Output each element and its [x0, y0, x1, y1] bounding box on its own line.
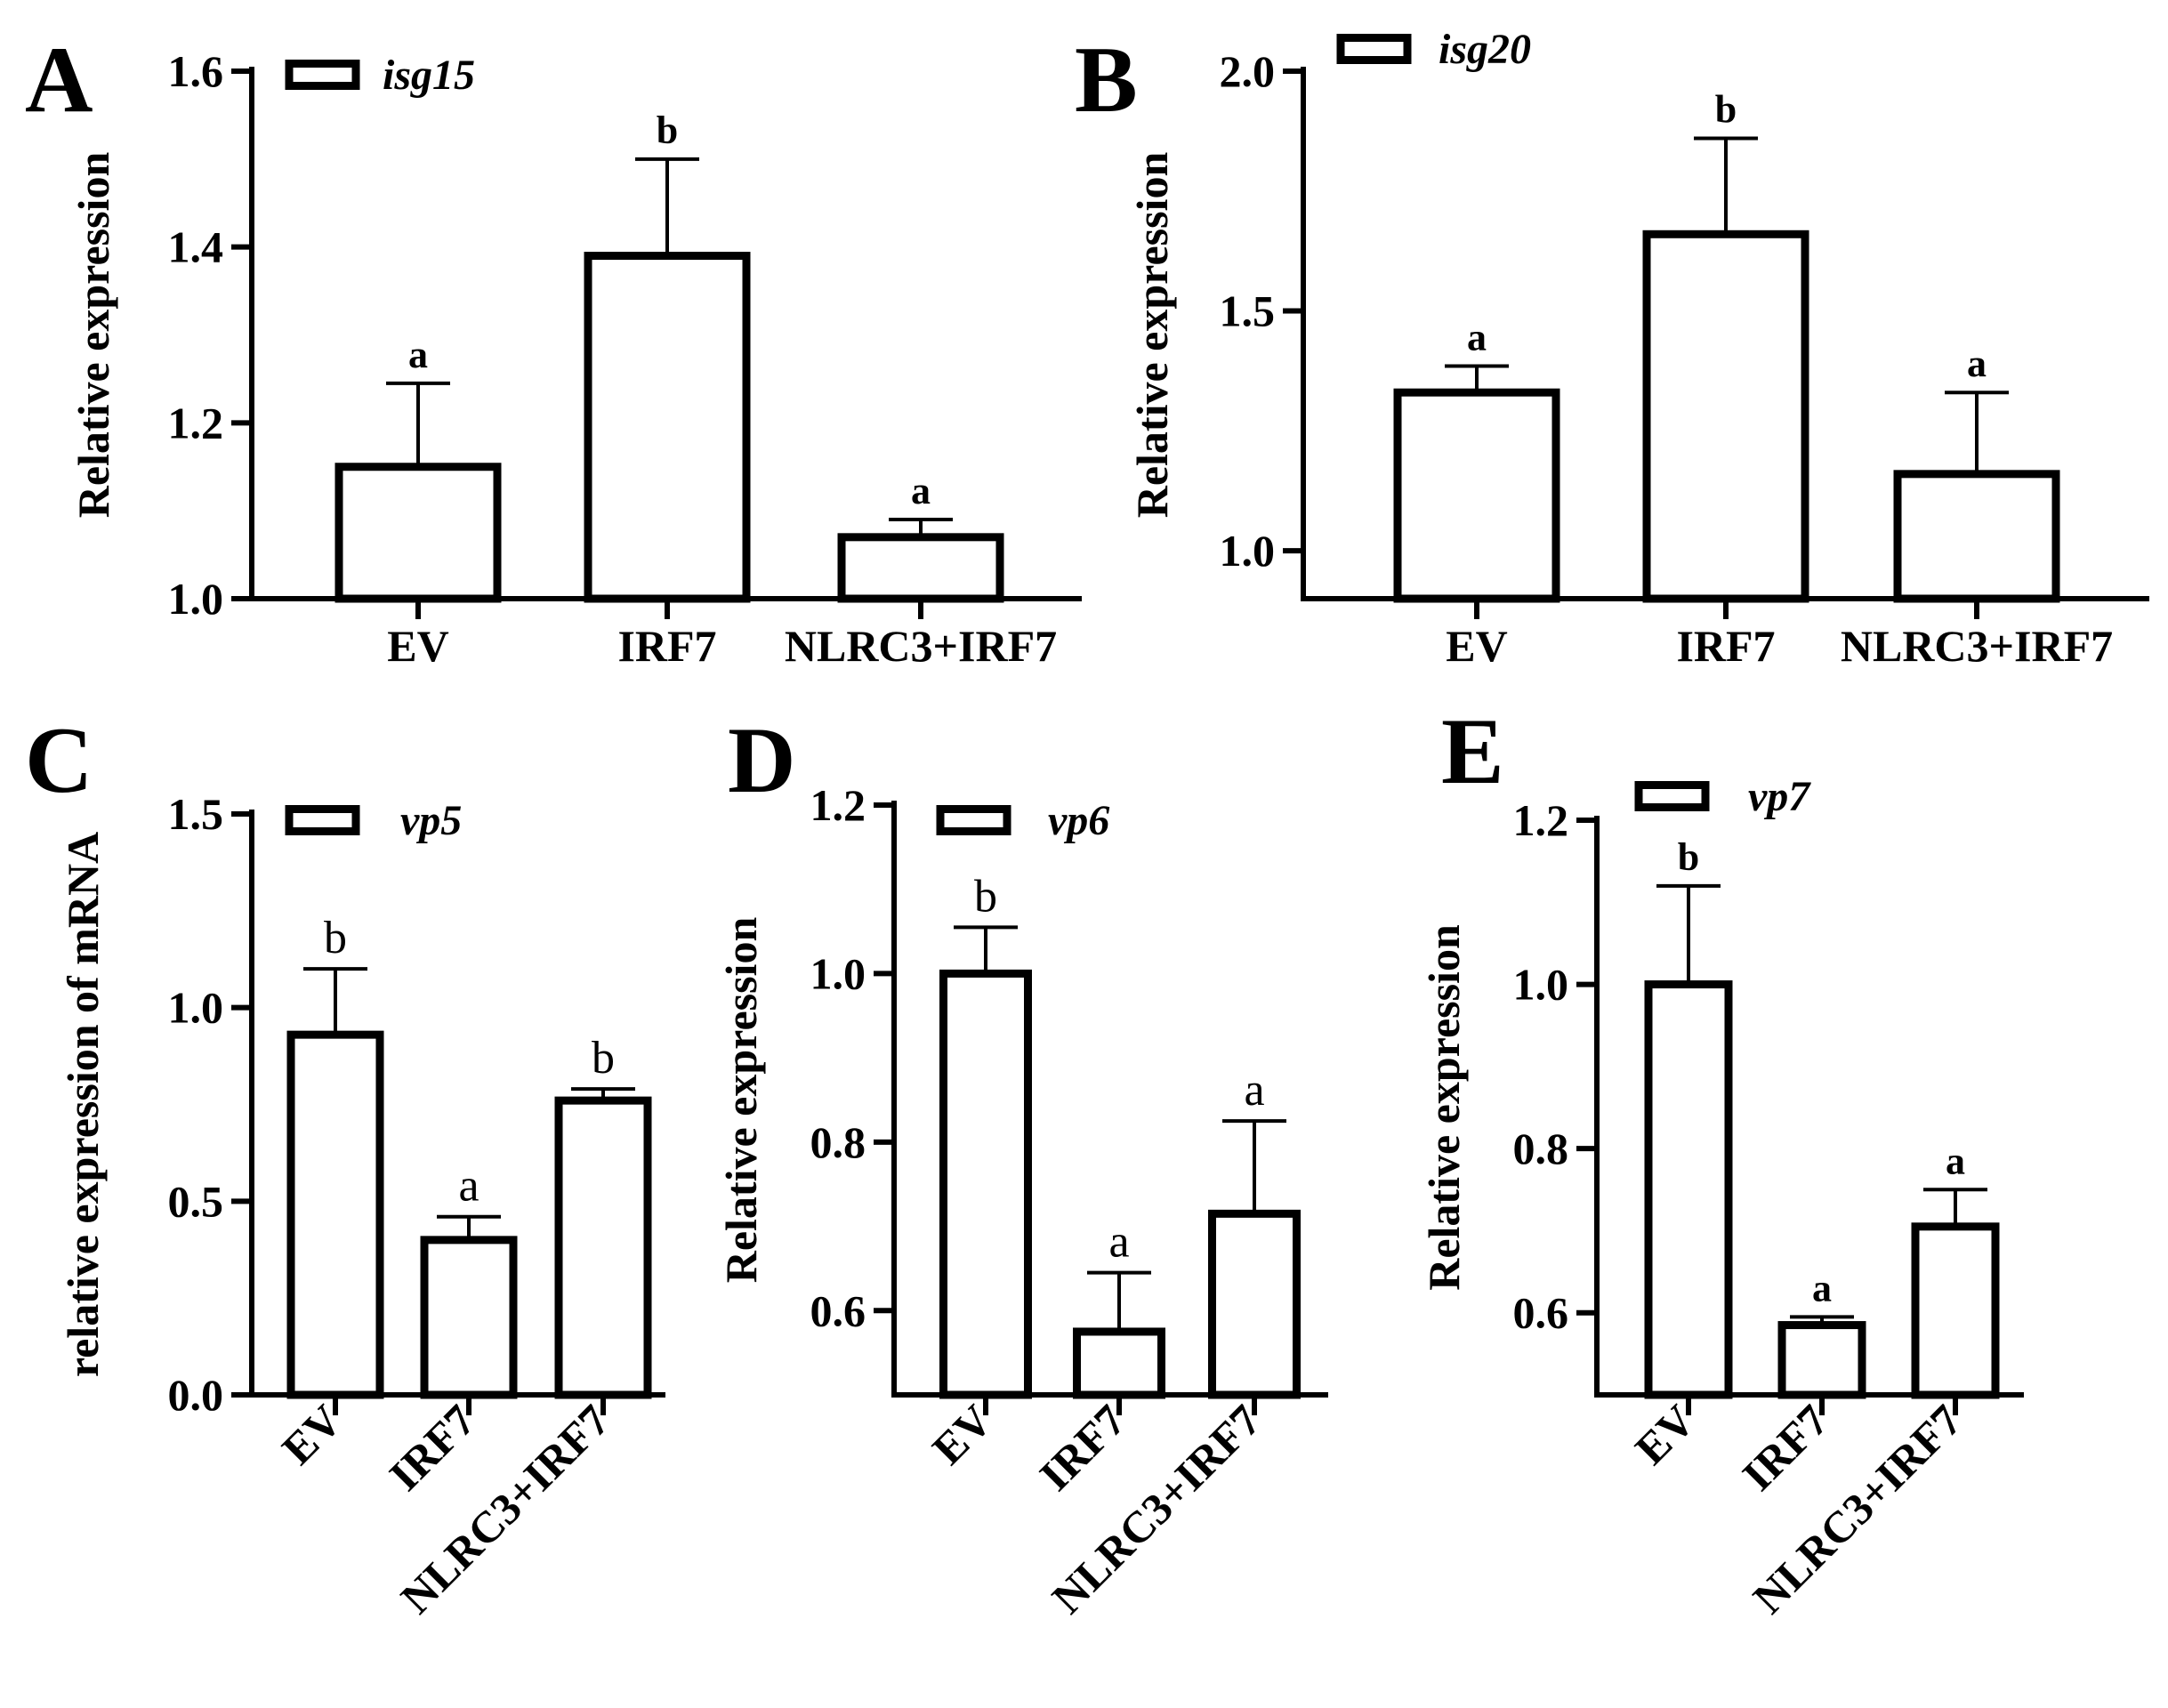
y-tick-label: 1.2	[1513, 795, 1569, 845]
y-axis-title: relative expression of mRNA	[58, 832, 108, 1377]
y-tick-label: 0.8	[810, 1117, 866, 1167]
bar	[334, 463, 502, 603]
bar	[584, 252, 751, 603]
y-tick-label: 1.4	[168, 222, 224, 272]
y-tick-label: 0.0	[168, 1370, 224, 1420]
y-axis-title: Relative expression	[716, 917, 766, 1284]
bar	[939, 969, 1032, 1399]
legend-label: vp6	[1048, 797, 1109, 844]
legend-label: isg20	[1439, 26, 1531, 73]
panel-a: A 1.0 1.2 1.4 1.6 Relative expression a EV b IRF7…	[25, 28, 1082, 671]
y-axis-title: Relative expression	[1127, 152, 1177, 519]
y-tick-label: 1.5	[168, 789, 224, 839]
y-tick-label: 1.0	[1220, 526, 1276, 576]
panel-letter-e: E	[1441, 699, 1504, 803]
panel-letter-a: A	[25, 28, 93, 132]
significance-letter: b	[657, 109, 678, 152]
significance-letter: b	[592, 1033, 615, 1084]
y-tick-label: 2.0	[1220, 46, 1276, 96]
bar	[1777, 1321, 1866, 1399]
significance-letter: b	[324, 913, 347, 963]
y-tick-label: 0.6	[810, 1285, 866, 1335]
bar	[1208, 1209, 1301, 1399]
legend-swatch	[936, 805, 1011, 835]
panel-letter-d: D	[728, 708, 796, 812]
significance-letter: a	[1467, 316, 1487, 359]
significance-letter: a	[408, 333, 428, 376]
significance-letter: b	[1678, 835, 1699, 879]
y-tick-label: 1.0	[168, 983, 224, 1033]
bar	[1393, 388, 1560, 603]
significance-letter: a	[1244, 1065, 1264, 1116]
y-tick-label: 0.6	[1513, 1288, 1569, 1338]
significance-letter: a	[1946, 1139, 1965, 1182]
bar	[1893, 470, 2060, 603]
legend-swatch	[1336, 34, 1412, 64]
bar	[286, 1030, 384, 1399]
y-tick-label: 0.8	[1513, 1124, 1569, 1173]
x-category-label: IRF7	[617, 621, 716, 671]
x-category-label: NLRC3+IRF7	[785, 621, 1057, 671]
significance-letter: b	[974, 871, 997, 922]
x-category-label: EV	[1446, 621, 1507, 671]
legend-swatch	[285, 805, 360, 835]
panel-c: C 0.0 0.5 1.0 1.5 relative expression of mRNA…	[25, 708, 665, 1623]
y-tick-label: 1.6	[168, 46, 224, 96]
x-category-label: EV	[923, 1395, 1002, 1474]
bar	[1644, 980, 1733, 1399]
y-tick-label: 1.5	[1220, 286, 1276, 336]
bar	[1911, 1222, 2000, 1399]
y-tick-label: 1.0	[1513, 960, 1569, 1010]
bar	[420, 1236, 518, 1399]
legend-label: vp5	[400, 797, 462, 844]
significance-letter: a	[1812, 1266, 1832, 1309]
panel-letter-c: C	[25, 708, 93, 812]
bar	[554, 1096, 652, 1399]
significance-letter: a	[458, 1161, 479, 1212]
x-category-label: EV	[1625, 1395, 1705, 1474]
y-axis-title: Relative expression	[69, 152, 118, 519]
x-category-label: IRF7	[1676, 621, 1775, 671]
bar	[837, 533, 1004, 603]
panel-b: B 1.0 1.5 2.0 Relative expression a EV b IRF7 a NL…	[1075, 26, 2149, 671]
legend-swatch	[285, 60, 360, 90]
y-tick-label: 1.2	[168, 398, 224, 447]
bar	[1073, 1327, 1165, 1399]
y-axis-title: Relative expression	[1419, 924, 1469, 1291]
panel-letter-b: B	[1075, 28, 1138, 132]
y-tick-label: 0.5	[168, 1176, 224, 1226]
legend-swatch	[1634, 781, 1710, 811]
bar	[1642, 230, 1809, 603]
x-category-label: NLRC3+IRF7	[1841, 621, 2113, 671]
y-tick-label: 1.2	[810, 780, 866, 830]
legend-label: vp7	[1748, 773, 1811, 820]
significance-letter: a	[1967, 342, 1987, 385]
significance-letter: a	[1108, 1217, 1129, 1268]
x-category-label: EV	[387, 621, 448, 671]
legend-label: isg15	[383, 52, 475, 99]
significance-letter: a	[911, 469, 931, 512]
significance-letter: b	[1715, 87, 1737, 131]
x-category-label: EV	[272, 1395, 351, 1474]
y-tick-label: 1.0	[810, 948, 866, 998]
y-tick-label: 1.0	[168, 574, 224, 624]
